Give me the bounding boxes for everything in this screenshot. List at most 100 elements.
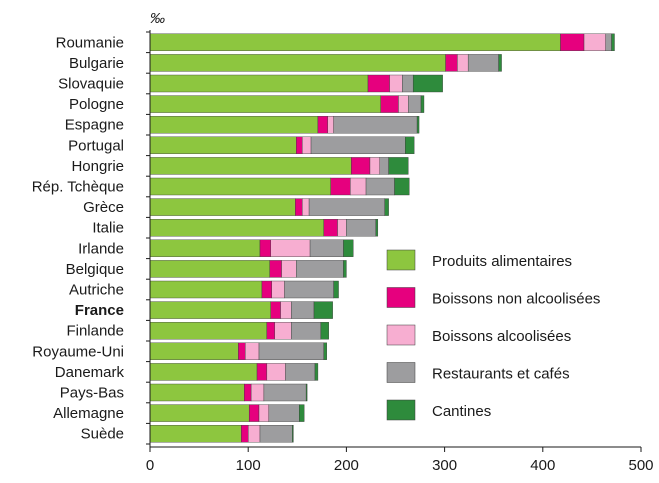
bar-segment-espagne-2 bbox=[327, 115, 334, 134]
bar-segment-belgique-2 bbox=[281, 260, 297, 278]
category-label-royaume-uni: Royaume-Uni bbox=[32, 343, 124, 360]
bar-segment-suede-0 bbox=[149, 425, 242, 443]
bars-layer bbox=[149, 33, 615, 443]
bar-segment-rep-tcheque-3 bbox=[365, 177, 395, 196]
category-label-danemark: Danemark bbox=[55, 364, 125, 381]
bar-segment-bulgarie-0 bbox=[149, 54, 446, 72]
bar-segment-royaume-uni-4 bbox=[323, 342, 327, 360]
legend-swatch-4 bbox=[386, 399, 416, 421]
bar-segment-grece-1 bbox=[295, 198, 303, 216]
bar-segment-pologne-0 bbox=[149, 95, 381, 113]
bar-segment-rep-tcheque-2 bbox=[350, 177, 367, 196]
bar-segment-autriche-3 bbox=[284, 280, 334, 299]
bar-segment-belgique-4 bbox=[343, 260, 347, 278]
category-label-belgique: Belgique bbox=[66, 261, 124, 278]
bar-segment-espagne-1 bbox=[317, 115, 328, 134]
bar-segment-france-4 bbox=[313, 301, 333, 319]
bar-segment-finlande-1 bbox=[266, 322, 275, 340]
bar-segment-pays-bas-1 bbox=[244, 383, 252, 402]
bar-segment-hongrie-3 bbox=[379, 157, 389, 175]
bar-segment-hongrie-4 bbox=[388, 157, 409, 175]
bar-segment-hongrie-1 bbox=[351, 157, 371, 175]
bar-segment-allemagne-1 bbox=[248, 404, 260, 422]
legend-swatch-0 bbox=[386, 249, 416, 271]
bar-segment-suede-4 bbox=[292, 425, 294, 443]
bar-segment-bulgarie-3 bbox=[467, 54, 499, 72]
bar-segment-pays-bas-2 bbox=[250, 383, 265, 402]
legend-label-4: Cantines bbox=[432, 403, 491, 420]
bar-segment-rep-tcheque-4 bbox=[394, 177, 410, 196]
bar-segment-pays-bas-0 bbox=[149, 383, 245, 402]
legend: Produits alimentaires Boissons non alcool… bbox=[386, 249, 600, 421]
legend-label-3: Restaurants et cafés bbox=[432, 366, 570, 383]
bar-segment-belgique-3 bbox=[296, 260, 344, 278]
bar-segment-bulgarie-1 bbox=[445, 54, 458, 72]
bar-segment-autriche-0 bbox=[149, 280, 263, 299]
bar-segment-irlande-0 bbox=[149, 239, 261, 258]
bar-segment-france-0 bbox=[149, 301, 271, 319]
bar-segment-pologne-4 bbox=[420, 95, 425, 113]
bar-segment-slovaquie-0 bbox=[149, 74, 369, 93]
bar-segment-roumanie-3 bbox=[605, 33, 612, 51]
bar-segment-bulgarie-4 bbox=[498, 54, 502, 72]
category-labels: Roumanie Bulgarie Slovaquie Pologne Espagne P… bbox=[32, 34, 125, 442]
bar-segment-espagne-4 bbox=[416, 115, 420, 134]
category-label-rep-tcheque: Rép. Tchèque bbox=[32, 179, 124, 196]
x-tick-label-0: 0 bbox=[146, 457, 154, 474]
x-tick-label-200: 200 bbox=[334, 457, 359, 474]
category-label-hongrie: Hongrie bbox=[71, 158, 124, 175]
x-axis: 0 100 200 300 400 500 bbox=[146, 30, 654, 474]
bar-segment-rep-tcheque-0 bbox=[149, 177, 331, 196]
x-tick-label-500: 500 bbox=[628, 457, 653, 474]
bar-segment-roumanie-0 bbox=[149, 33, 561, 51]
bar-segment-autriche-2 bbox=[271, 280, 285, 299]
bar-segment-allemagne-0 bbox=[149, 404, 250, 422]
bar-segment-pays-bas-3 bbox=[263, 383, 307, 402]
bar-segment-italie-1 bbox=[323, 218, 338, 237]
bar-segment-suede-1 bbox=[241, 425, 249, 443]
category-label-irlande: Irlande bbox=[78, 240, 124, 257]
bar-segment-italie-4 bbox=[375, 218, 379, 237]
bar-segment-pologne-3 bbox=[408, 95, 422, 113]
bar-segment-roumanie-1 bbox=[560, 33, 585, 51]
bar-segment-roumanie-4 bbox=[611, 33, 615, 51]
bar-segment-slovaquie-3 bbox=[402, 74, 414, 93]
bar-segment-portugal-2 bbox=[302, 136, 312, 155]
legend-swatch-1 bbox=[386, 287, 416, 308]
bar-segment-portugal-0 bbox=[149, 136, 297, 155]
bar-segment-france-1 bbox=[270, 301, 281, 319]
bar-segment-bulgarie-2 bbox=[457, 54, 469, 72]
bar-segment-danemark-4 bbox=[314, 363, 319, 381]
legend-label-2: Boissons alcoolisées bbox=[432, 328, 571, 345]
bar-segment-finlande-2 bbox=[274, 322, 292, 340]
category-label-pays-bas: Pays-Bas bbox=[60, 385, 124, 402]
bar-segment-irlande-1 bbox=[259, 239, 271, 258]
category-label-autriche: Autriche bbox=[69, 282, 124, 299]
category-label-france: France bbox=[75, 302, 124, 319]
category-label-italie: Italie bbox=[92, 220, 124, 237]
bar-segment-royaume-uni-1 bbox=[238, 342, 246, 360]
bar-segment-portugal-1 bbox=[296, 136, 303, 155]
category-label-pologne: Pologne bbox=[69, 96, 124, 113]
bar-segment-grece-3 bbox=[308, 198, 385, 216]
bar-segment-espagne-3 bbox=[333, 115, 418, 134]
bar-segment-irlande-2 bbox=[270, 239, 311, 258]
bar-segment-irlande-3 bbox=[309, 239, 344, 258]
bar-segment-espagne-0 bbox=[149, 115, 319, 134]
category-label-slovaquie: Slovaquie bbox=[58, 76, 124, 93]
bar-segment-hongrie-2 bbox=[369, 157, 380, 175]
bar-segment-slovaquie-2 bbox=[389, 74, 403, 93]
legend-label-0: Produits alimentaires bbox=[432, 253, 572, 270]
bar-segment-royaume-uni-3 bbox=[258, 342, 325, 360]
bar-segment-roumanie-2 bbox=[583, 33, 606, 51]
bar-segment-autriche-1 bbox=[261, 280, 272, 299]
bar-segment-danemark-2 bbox=[266, 363, 286, 381]
bar-segment-italie-0 bbox=[149, 218, 325, 237]
bar-segment-grece-0 bbox=[149, 198, 296, 216]
unit-label: ‰ bbox=[150, 10, 165, 27]
bar-segment-royaume-uni-0 bbox=[149, 342, 239, 360]
bar-segment-belgique-0 bbox=[149, 260, 271, 278]
bar-segment-hongrie-0 bbox=[149, 157, 352, 175]
x-tick-label-400: 400 bbox=[530, 457, 555, 474]
